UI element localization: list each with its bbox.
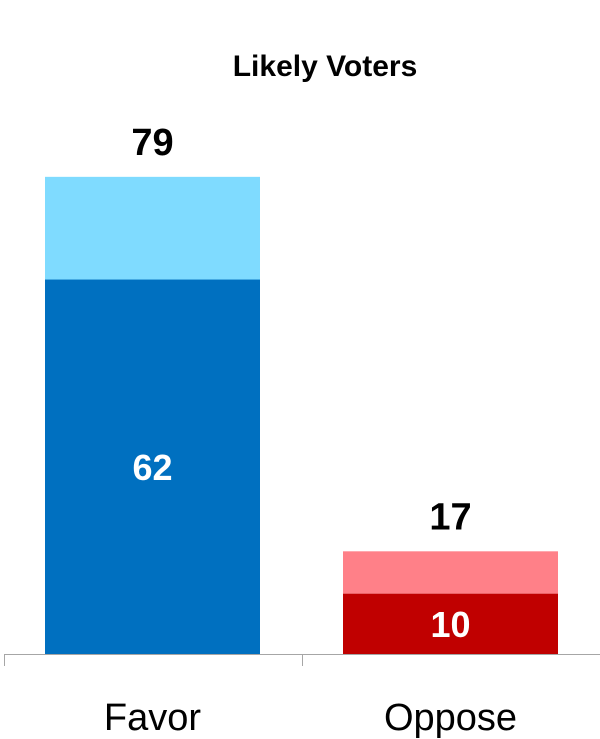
bar-favor-strong-label: 62 [132, 447, 172, 488]
bar-oppose-total-label: 17 [429, 496, 471, 538]
chart-title: Likely Voters [233, 50, 418, 83]
category-label-favor: Favor [104, 697, 201, 739]
bar-favor-light [45, 176, 260, 280]
bar-oppose-strong-label: 10 [430, 604, 470, 645]
bar-favor-strong [45, 279, 260, 654]
bar-favor-total-label: 79 [131, 122, 173, 164]
bar-oppose-strong [343, 593, 558, 654]
bars-group: 62 79 10 17 [45, 122, 558, 654]
bar-oppose-light [343, 551, 558, 594]
category-label-oppose: Oppose [384, 697, 517, 739]
x-axis: Favor Oppose [4, 654, 600, 739]
